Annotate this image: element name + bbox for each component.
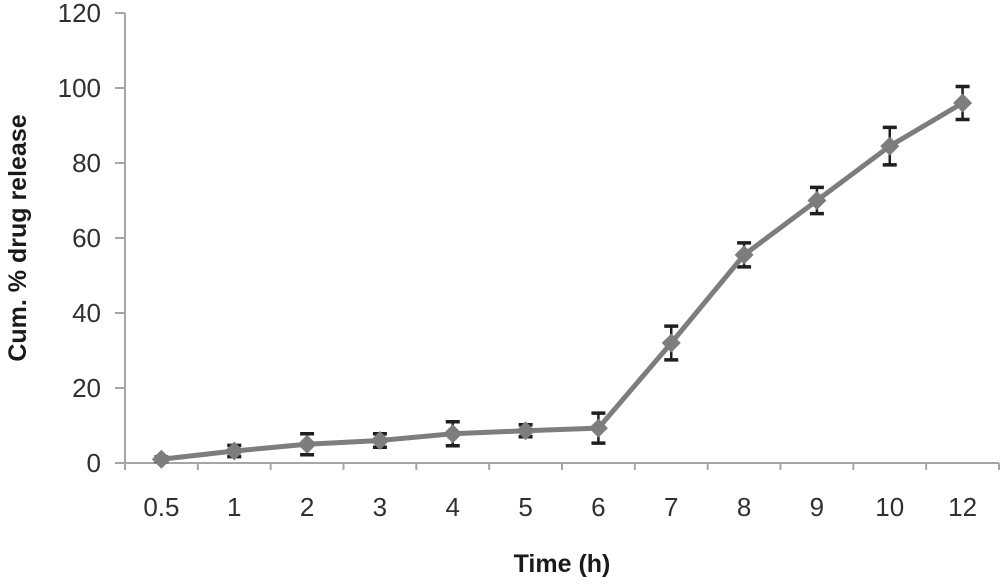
x-tick-labels: 0.5 1 2 3 4 5 6 7 8 9 10 12	[143, 492, 977, 522]
x-tick-label: 5	[518, 492, 532, 522]
y-tick-label: 120	[58, 0, 101, 28]
y-tick-label: 80	[72, 148, 101, 178]
axes	[115, 12, 1000, 470]
y-tick-label: 20	[72, 373, 101, 403]
y-tick-label: 100	[58, 73, 101, 103]
data-point-marker	[516, 421, 536, 441]
data-point-marker	[953, 93, 973, 113]
data-point-marker	[224, 441, 244, 461]
y-tick-label: 40	[72, 298, 101, 328]
data-point-marker	[443, 424, 463, 444]
data-point-marker	[661, 333, 681, 353]
x-tick-label: 8	[737, 492, 751, 522]
data-point-marker	[588, 418, 608, 438]
x-tick-label: 10	[875, 492, 904, 522]
data-point-marker	[370, 431, 390, 450]
x-tick-label: 0.5	[143, 492, 179, 522]
x-axis-title: Time (h)	[514, 550, 611, 578]
data-point-marker	[880, 136, 900, 156]
x-tick-label: 3	[373, 492, 387, 522]
y-tick-labels: 0 20 40 60 80 100 120	[58, 0, 101, 478]
x-tick-label: 2	[300, 492, 314, 522]
y-tick-label: 0	[87, 448, 101, 478]
x-tick-label: 6	[591, 492, 605, 522]
y-tick-label: 60	[72, 223, 101, 253]
data-point-marker	[807, 191, 827, 210]
data-point-marker	[297, 434, 317, 454]
data-point-markers	[151, 93, 973, 469]
x-tick-label: 7	[664, 492, 678, 522]
y-axis-title: Cum. % drug release	[4, 114, 32, 361]
error-bars	[154, 84, 970, 464]
x-tick-label: 12	[948, 492, 977, 522]
x-tick-label: 4	[446, 492, 460, 522]
x-tick-label: 1	[227, 492, 241, 522]
series-line	[158, 100, 966, 462]
data-point-marker	[734, 245, 754, 265]
series-line-group	[158, 100, 966, 462]
data-point-marker	[151, 449, 171, 469]
x-tick-label: 9	[810, 492, 824, 522]
